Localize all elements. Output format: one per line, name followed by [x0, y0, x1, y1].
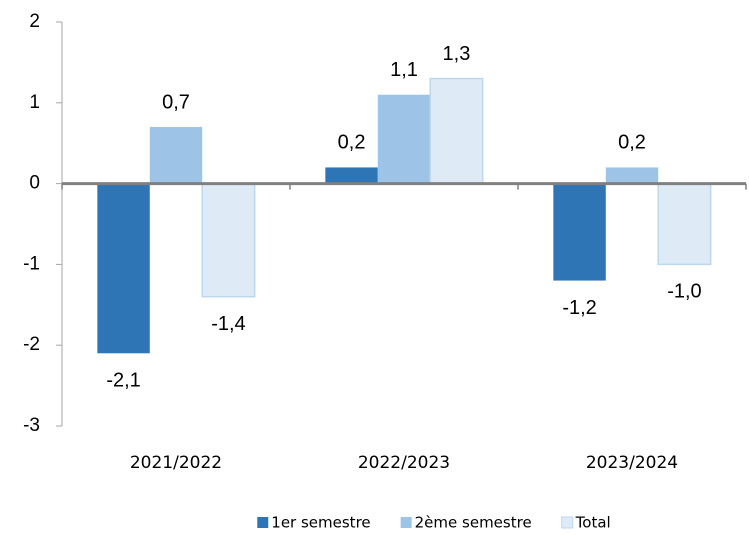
- data-label: 1,1: [390, 59, 418, 81]
- y-tick-label: -3: [23, 415, 40, 436]
- bar: [657, 182, 712, 266]
- bar: [377, 94, 431, 184]
- bar: [325, 167, 378, 184]
- y-tick-label: -1: [23, 253, 40, 274]
- y-tick-label: 0: [29, 173, 40, 194]
- bar: [605, 167, 659, 184]
- x-tick-label: 2021/2022: [130, 453, 222, 473]
- bar: [97, 183, 150, 354]
- bar: [149, 127, 203, 184]
- legend-swatch: [257, 517, 269, 528]
- legend-label: 1er semestre: [271, 514, 370, 532]
- bar: [553, 183, 606, 281]
- data-label: 1,3: [443, 43, 471, 65]
- data-label: -1,2: [562, 297, 596, 319]
- bar: [429, 77, 484, 185]
- legend-label: 2ème semestre: [415, 514, 532, 532]
- data-label: 0,2: [618, 132, 646, 154]
- x-tick-label: 2023/2024: [586, 453, 678, 473]
- bar: [201, 182, 256, 298]
- data-label: 0,7: [162, 91, 190, 113]
- legend-label: Total: [575, 514, 611, 532]
- y-tick-label: -2: [23, 334, 40, 355]
- y-tick-label: 2: [29, 11, 40, 32]
- data-label: 0,2: [338, 132, 366, 154]
- data-label: -1,0: [667, 281, 701, 303]
- data-label: -2,1: [106, 370, 140, 392]
- legend-swatch: [561, 516, 574, 529]
- legend-swatch: [400, 517, 412, 528]
- y-tick-label: 1: [29, 92, 40, 113]
- x-tick-label: 2022/2023: [358, 453, 450, 473]
- data-label: -1,4: [211, 313, 245, 335]
